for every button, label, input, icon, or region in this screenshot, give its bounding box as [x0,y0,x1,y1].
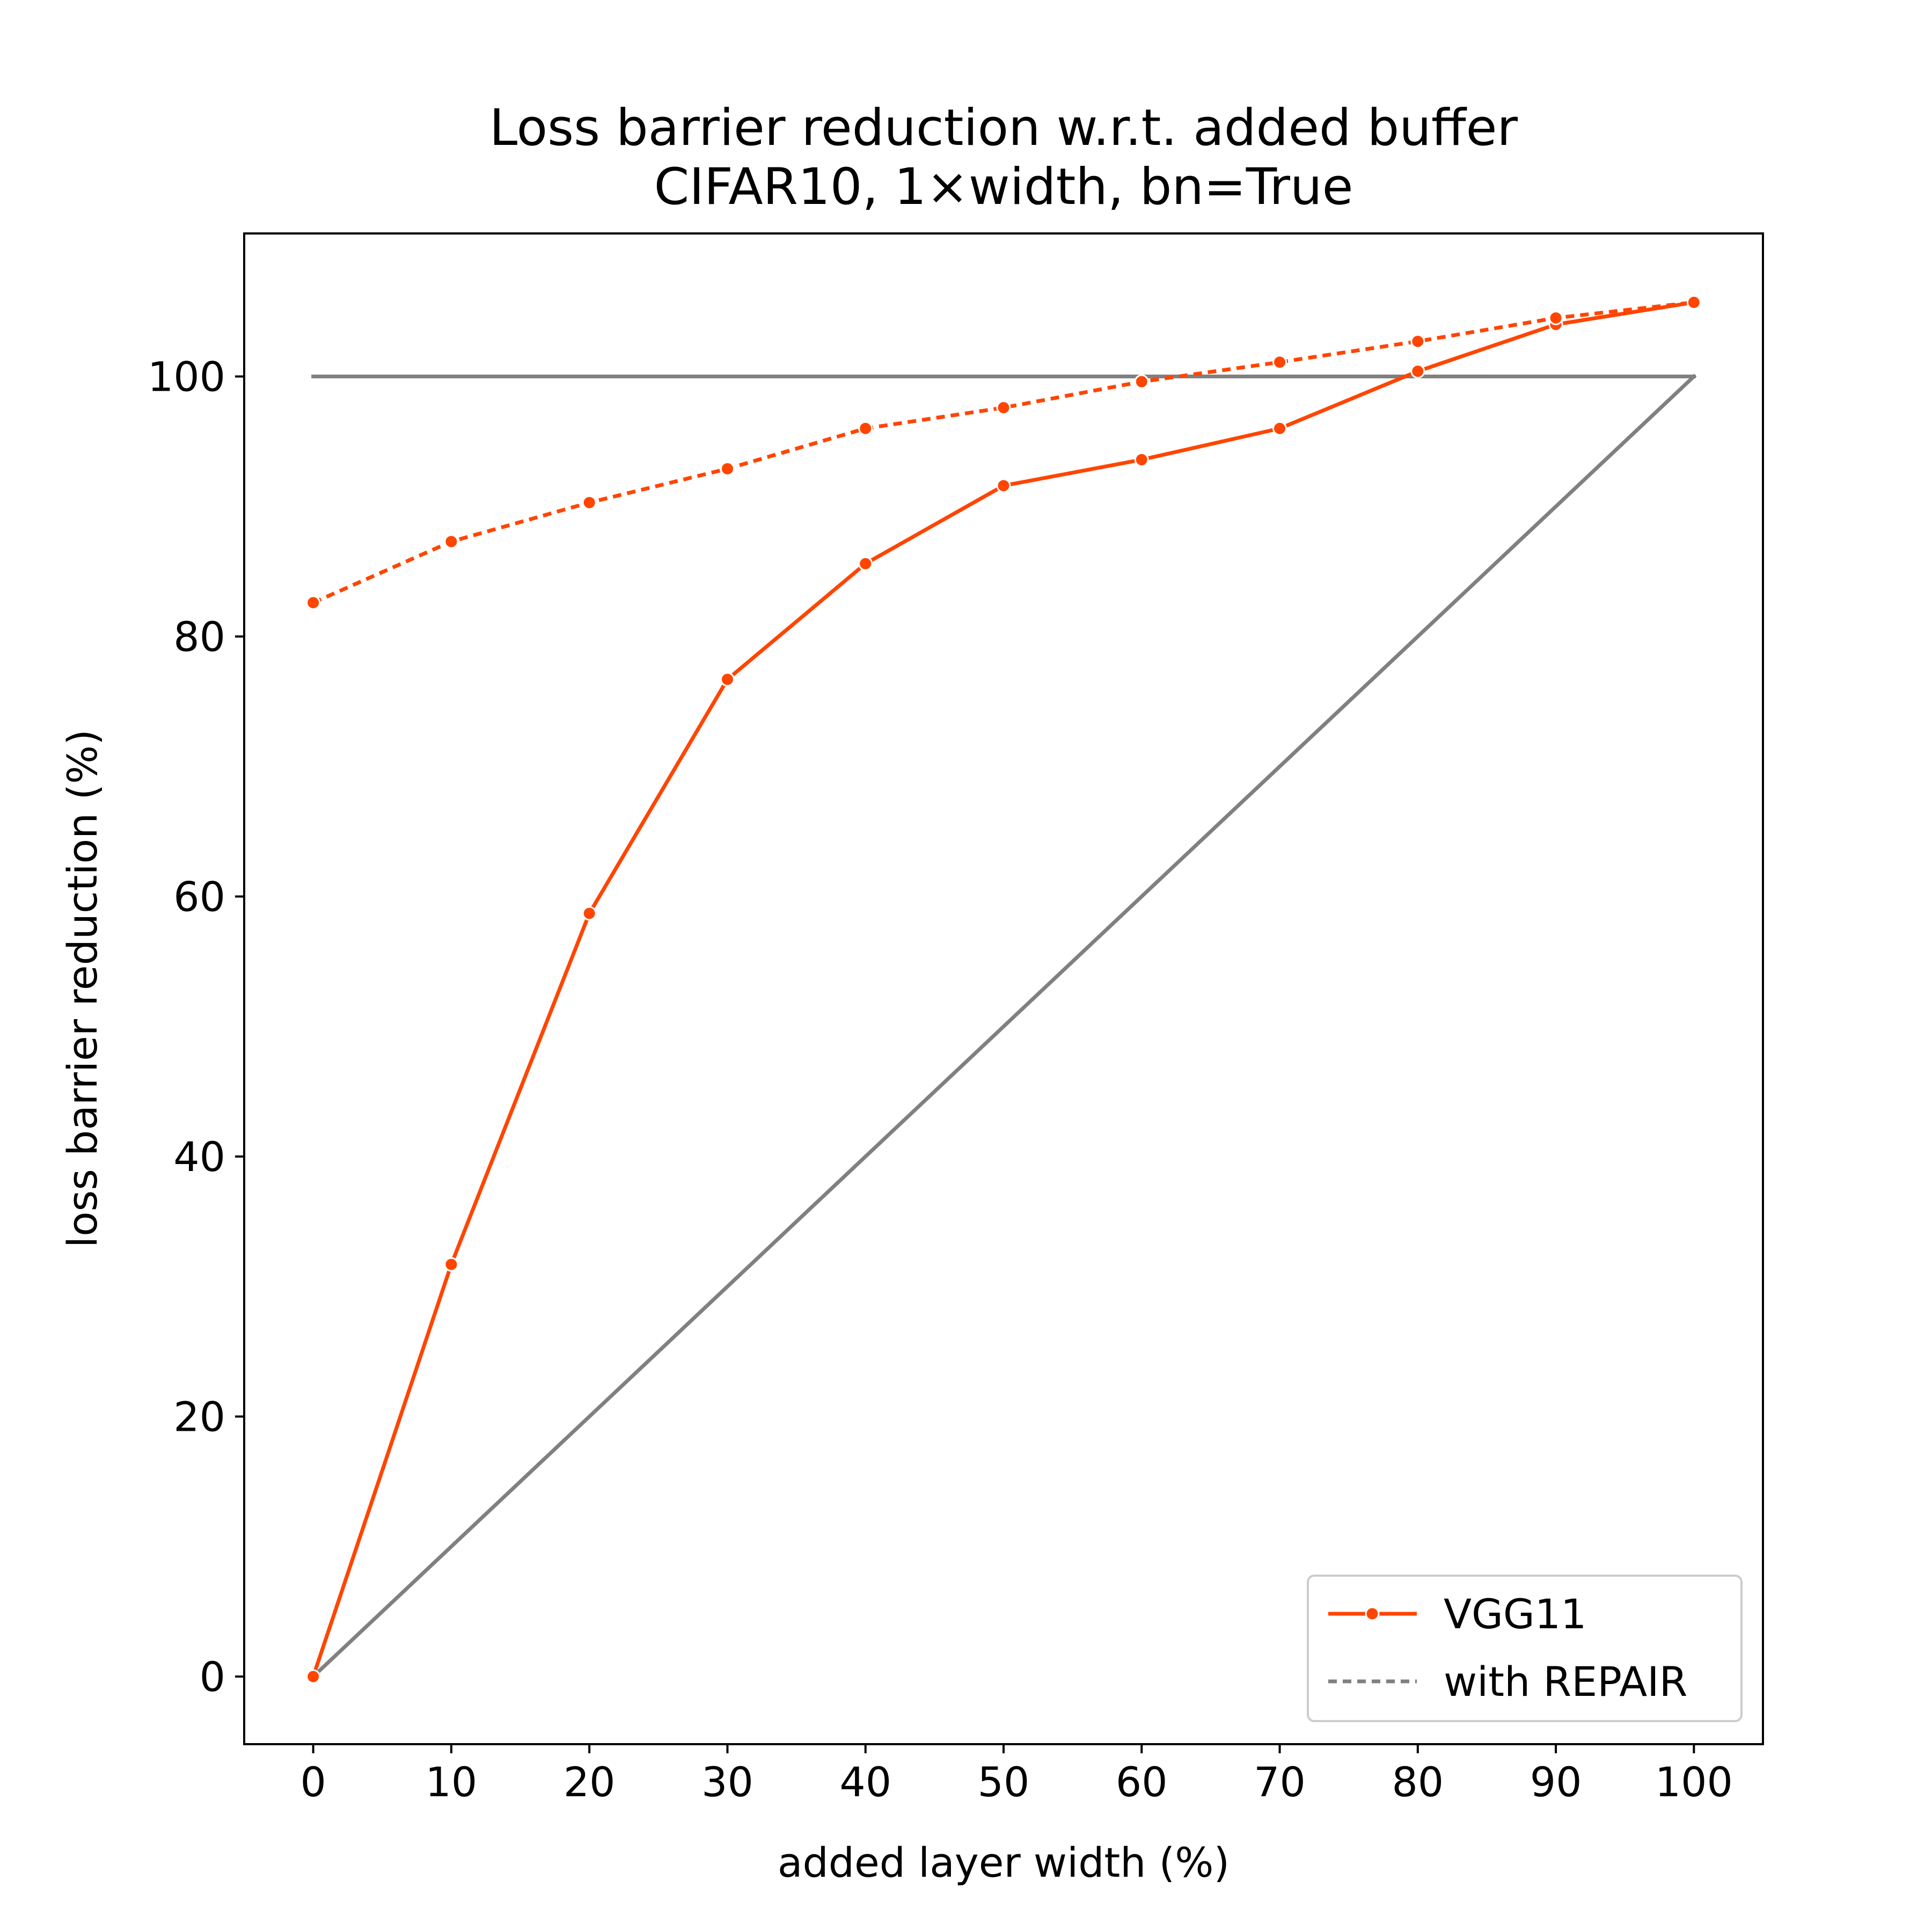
data-point-with-repair [1272,355,1287,370]
x-tick-label: 100 [1655,1758,1733,1806]
x-tick-label: 20 [564,1758,616,1806]
y-tick-label: 20 [173,1393,225,1441]
data-point-with-repair [720,461,735,476]
data-point-vgg11 [1272,421,1287,436]
legend-label-with-repair: with REPAIR [1444,1658,1687,1706]
legend-marker-vgg11 [1365,1606,1380,1621]
x-tick-label: 90 [1530,1758,1582,1806]
chart-title: Loss barrier reduction w.r.t. added buff… [489,99,1518,157]
y-tick-label: 100 [148,353,225,400]
y-tick-label: 60 [173,873,225,920]
data-point-vgg11 [1134,452,1149,467]
legend-label-vgg11: VGG11 [1444,1590,1586,1638]
legend: VGG11 with REPAIR [1307,1575,1743,1722]
x-tick-label: 10 [426,1758,478,1806]
data-point-with-repair [996,400,1011,415]
data-point-with-repair [858,421,873,436]
x-tick-label: 40 [839,1758,891,1806]
data-point-with-repair [582,495,597,510]
data-point-vgg11 [306,1669,321,1684]
data-point-vgg11 [996,478,1011,493]
x-tick-label: 30 [701,1758,753,1806]
reference-line [310,374,1697,1679]
data-point-vgg11 [444,1257,459,1272]
data-point-with-repair [306,595,321,610]
data-point-vgg11 [582,906,597,921]
x-tick-label: 80 [1392,1758,1444,1806]
data-point-vgg11 [720,672,735,687]
y-axis-ticks: 0 20 40 60 80 100 [148,353,244,1701]
y-tick-label: 80 [173,613,225,661]
x-tick-label: 50 [978,1758,1030,1806]
data-point-with-repair [1548,310,1563,325]
y-axis-label: loss barrier reduction (%) [58,729,106,1248]
data-point-vgg11 [858,556,873,571]
legend-entries: VGG11 with REPAIR [1328,1590,1687,1706]
x-tick-label: 60 [1116,1758,1168,1806]
reference-lines [310,374,1697,1679]
data-point-vgg11 [1410,364,1425,379]
y-tick-label: 0 [200,1653,225,1701]
y-tick-label: 40 [173,1133,225,1181]
data-point-with-repair [1134,374,1149,389]
data-point-with-repair [444,534,459,549]
data-point-with-repair [1410,334,1425,349]
series-line-with-repair [312,300,1694,605]
x-tick-label: 70 [1254,1758,1306,1806]
x-axis-ticks: 0 10 20 30 40 50 60 70 80 90 100 [300,1744,1733,1806]
data-point-with-repair [1686,295,1701,310]
x-axis-label: added layer width (%) [778,1839,1230,1886]
x-tick-label: 0 [300,1758,326,1806]
series-markers [306,295,1701,1684]
chart-subtitle: CIFAR10, 1×width, bn=True [654,158,1353,216]
